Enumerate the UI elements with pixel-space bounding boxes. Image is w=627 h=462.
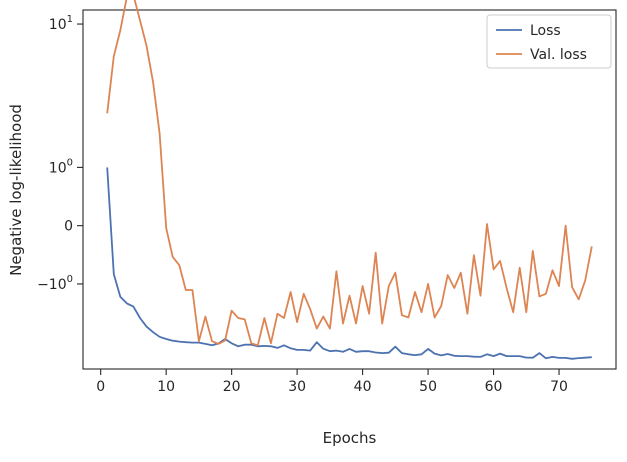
x-tick-label: 10 xyxy=(157,379,175,395)
x-tick-label: 30 xyxy=(288,379,306,395)
legend-label-loss: Loss xyxy=(530,23,561,39)
x-tick-label: 70 xyxy=(550,379,568,395)
y-tick-label: 101 xyxy=(49,14,73,33)
series-lines xyxy=(106,0,593,360)
x-tick-label: 50 xyxy=(419,379,437,395)
y-axis-ticks: −100 0 100 101 xyxy=(37,14,83,293)
val-loss-line xyxy=(106,0,593,347)
x-tick-label: 20 xyxy=(223,379,241,395)
y-tick-label: −100 xyxy=(37,274,73,293)
x-axis-label: Epochs xyxy=(323,429,377,447)
loss-line xyxy=(106,167,592,360)
y-axis-label: Negative log-likelihood xyxy=(7,104,25,276)
x-tick-label: 40 xyxy=(354,379,372,395)
legend-label-val-loss: Val. loss xyxy=(530,47,587,63)
y-tick-label: 0 xyxy=(64,219,73,235)
x-tick-label: 0 xyxy=(96,379,105,395)
x-axis-ticks: 0 10 20 30 40 50 60 70 xyxy=(96,369,568,395)
y-tick-label: 100 xyxy=(49,157,73,176)
legend: Loss Val. loss xyxy=(486,14,612,69)
x-tick-label: 60 xyxy=(485,379,503,395)
